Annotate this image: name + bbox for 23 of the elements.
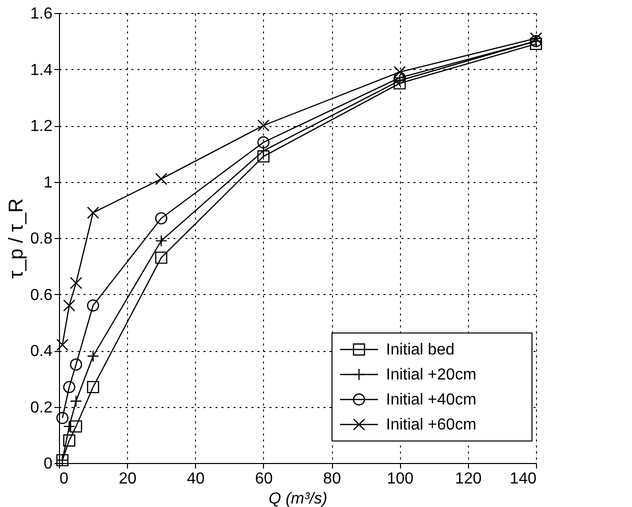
y-tick-label: 1: [44, 174, 53, 192]
y-tick-label: 1.6: [30, 6, 53, 22]
legend-label: Initial +60cm: [386, 416, 476, 434]
x-tick-label: 120: [455, 470, 482, 488]
x-tick-label: 80: [323, 470, 342, 488]
legend-label: Initial +20cm: [386, 366, 476, 384]
legend-label: Initial +40cm: [386, 392, 476, 408]
legend-label: Initial bed: [386, 342, 454, 358]
x-axis-title: Q (m³/s): [268, 490, 328, 507]
y-axis-title: τ_p / τ_R: [5, 198, 28, 279]
x-tick-label: 60: [255, 470, 273, 488]
x-tick-label: 140: [510, 470, 537, 488]
y-tick-label: 0.6: [30, 286, 53, 304]
y-tick-label: 0: [44, 456, 53, 472]
y-tick-label: 1.2: [30, 118, 53, 135]
y-tick-label: 0.2: [30, 399, 53, 416]
x-tick-label: 0: [60, 470, 68, 488]
x-tick-label: 100: [386, 470, 414, 488]
y-tick-label: 0.8: [30, 230, 53, 248]
y-tick-label: 0.4: [30, 343, 53, 360]
x-tick-label: 20: [118, 470, 137, 488]
x-tick-label: 40: [186, 470, 205, 488]
y-tick-label: 1.4: [30, 62, 53, 79]
